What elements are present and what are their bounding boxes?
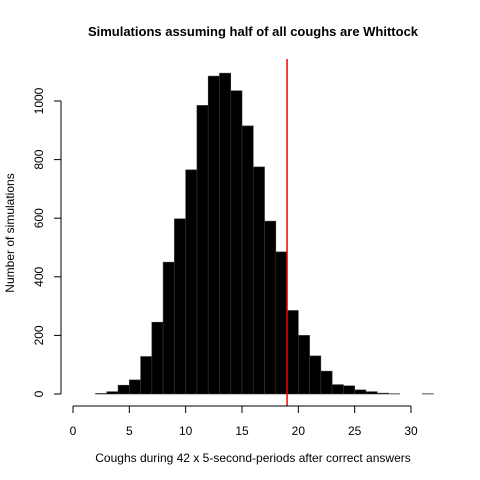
histogram-bars xyxy=(95,72,434,395)
x-tick-label: 30 xyxy=(404,424,418,438)
histogram-bar xyxy=(185,169,198,395)
y-tick-label: 1000 xyxy=(32,87,46,114)
histogram-bar xyxy=(286,310,299,395)
x-tick-label: 20 xyxy=(292,424,306,438)
y-axis: 0 200 400 600 800 1000 xyxy=(32,87,62,397)
histogram-bar xyxy=(241,125,254,395)
histogram-bar xyxy=(252,166,265,395)
histogram-bar xyxy=(129,379,141,395)
histogram-bar xyxy=(219,72,232,395)
y-tick-label: 800 xyxy=(32,149,46,169)
histogram-bar xyxy=(151,321,164,395)
x-tick-label: 10 xyxy=(179,424,193,438)
y-tick-label: 400 xyxy=(32,266,46,286)
histogram-bar xyxy=(162,261,175,395)
histogram-bar xyxy=(365,391,378,395)
histogram-bar xyxy=(309,355,322,395)
x-tick-label: 25 xyxy=(348,424,362,438)
histogram-bar xyxy=(275,251,288,395)
histogram-bar xyxy=(354,389,367,395)
histogram-bar xyxy=(376,392,389,395)
histogram-bar xyxy=(320,370,333,395)
histogram-bar xyxy=(207,75,220,395)
histogram-bar xyxy=(140,356,153,395)
histogram-bar xyxy=(196,105,209,395)
histogram-bar xyxy=(331,384,344,395)
x-tick-label: 0 xyxy=(70,424,77,438)
y-tick-label: 200 xyxy=(32,325,46,345)
x-tick-label: 5 xyxy=(126,424,133,438)
histogram-bar xyxy=(264,220,277,395)
histogram-bar xyxy=(230,90,243,395)
histogram-bar xyxy=(95,393,108,395)
histogram-bar xyxy=(117,384,130,395)
histogram-bar xyxy=(298,335,310,395)
y-tick-label: 0 xyxy=(32,390,46,397)
y-axis-label: Number of simulations xyxy=(3,173,17,292)
y-tick-label: 600 xyxy=(32,208,46,228)
x-axis: 0 5 10 15 20 25 30 xyxy=(70,405,418,438)
histogram-bar xyxy=(174,218,186,395)
histogram-bar xyxy=(106,391,119,395)
chart-title: Simulations assuming half of all coughs … xyxy=(88,24,419,39)
x-tick-label: 15 xyxy=(235,424,249,438)
x-axis-label: Coughs during 42 x 5-second-periods afte… xyxy=(95,451,411,465)
histogram-bar xyxy=(343,385,355,395)
